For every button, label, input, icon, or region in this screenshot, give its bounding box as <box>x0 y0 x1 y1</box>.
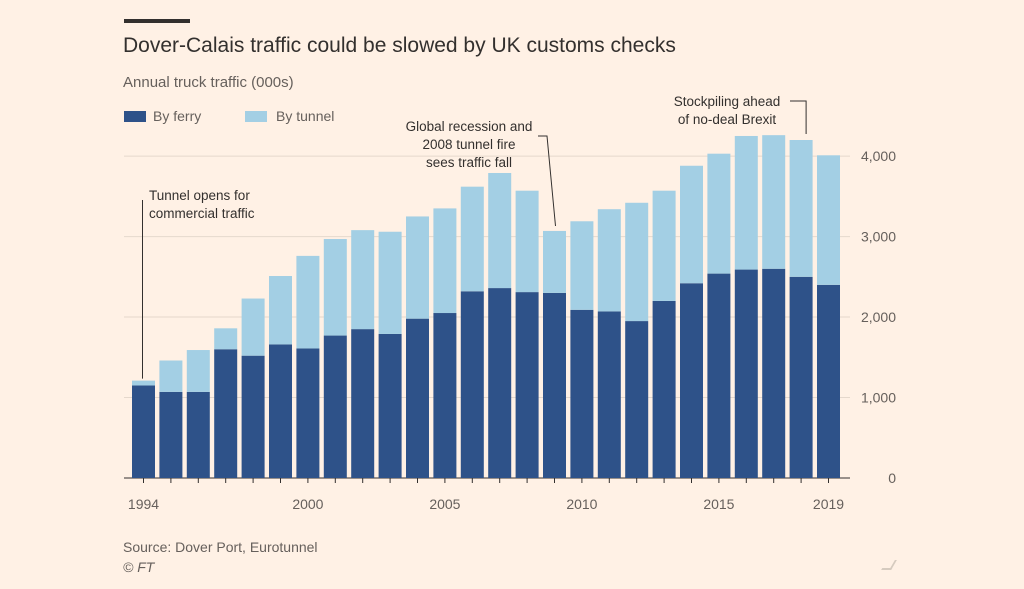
bar-tunnel <box>323 238 347 336</box>
bar-ferry <box>570 309 594 478</box>
bar-tunnel <box>734 135 758 270</box>
bar-tunnel <box>789 140 813 277</box>
source-note: Source: Dover Port, Eurotunnel <box>123 539 318 555</box>
bar-ferry <box>323 335 347 478</box>
bar-ferry <box>734 269 758 478</box>
bar-tunnel <box>543 230 566 293</box>
bar-ferry <box>214 349 238 478</box>
bar-tunnel <box>241 298 265 356</box>
annotation-text: of no-deal Brexit <box>678 112 777 127</box>
bar-ferry <box>625 321 649 478</box>
bar-tunnel <box>186 350 210 392</box>
bar-tunnel <box>515 190 539 293</box>
bar-tunnel <box>214 328 238 350</box>
annotation-text: 2008 tunnel fire <box>422 137 515 152</box>
bar-tunnel <box>378 231 402 334</box>
bar-ferry <box>351 329 375 478</box>
bar-ferry <box>132 385 155 478</box>
bar-tunnel <box>707 153 731 274</box>
bar-ferry <box>707 273 731 478</box>
x-tick-label: 2019 <box>813 496 844 512</box>
x-tick-label: 2010 <box>566 496 597 512</box>
annotation-text: Global recession and <box>406 119 533 134</box>
bar-ferry <box>789 276 813 478</box>
bar-tunnel <box>269 276 292 345</box>
bar-ferry <box>378 333 402 478</box>
annotation-leader-line <box>538 135 556 227</box>
bar-ferry <box>543 292 566 478</box>
annotation-text: sees traffic fall <box>426 155 512 170</box>
annotation-text: Stockpiling ahead <box>674 94 781 109</box>
legend-swatch-ferry <box>124 111 146 122</box>
bar-ferry <box>269 344 292 478</box>
bar-tunnel <box>460 186 484 292</box>
bar-tunnel <box>433 208 457 314</box>
x-tick-label: 2005 <box>429 496 460 512</box>
bar-ferry <box>515 292 539 478</box>
bar-ferry <box>186 391 210 478</box>
bar-tunnel <box>680 165 703 284</box>
x-tick-label: 2015 <box>703 496 734 512</box>
bar-ferry <box>460 291 484 478</box>
bar-tunnel <box>652 190 676 301</box>
legend-swatch-tunnel <box>245 111 267 122</box>
x-tick-label: 1994 <box>128 496 159 512</box>
bar-tunnel <box>817 155 840 285</box>
bar-tunnel <box>625 202 649 322</box>
chart-title: Dover-Calais traffic could be slowed by … <box>123 34 676 57</box>
bar-tunnel <box>570 221 594 310</box>
bar-tunnel <box>132 380 155 386</box>
copyright-credit: © FT <box>123 559 155 575</box>
annotation-text: commercial traffic <box>149 206 255 221</box>
y-tick-label: 1,000 <box>861 390 896 406</box>
chart-subtitle: Annual truck traffic (000s) <box>123 74 294 91</box>
legend-label-tunnel: By tunnel <box>276 108 335 124</box>
bar-tunnel <box>351 230 375 330</box>
bar-ferry <box>680 283 703 478</box>
y-tick-label: 4,000 <box>861 148 896 164</box>
bar-ferry <box>241 355 265 478</box>
bar-ferry <box>597 311 621 478</box>
bar-ferry <box>159 391 183 478</box>
bar-tunnel <box>296 255 320 349</box>
bar-ferry <box>652 300 676 478</box>
bar-ferry <box>488 288 512 478</box>
x-tick-label: 2000 <box>292 496 323 512</box>
bar-ferry <box>296 348 320 478</box>
bar-tunnel <box>597 209 621 312</box>
bar-ferry <box>433 313 457 478</box>
bar-ferry <box>762 268 786 478</box>
annotation-text: Tunnel opens for <box>149 188 250 203</box>
annotation-leader-line <box>790 100 807 134</box>
bar-tunnel <box>762 135 786 269</box>
bar-ferry <box>817 284 840 478</box>
y-tick-label: 2,000 <box>861 309 896 325</box>
bar-tunnel <box>159 360 183 392</box>
bar-tunnel <box>406 216 429 319</box>
y-tick-label: 0 <box>888 470 896 486</box>
bar-tunnel <box>488 172 512 289</box>
y-tick-label: 3,000 <box>861 229 896 245</box>
legend-label-ferry: By ferry <box>153 108 202 124</box>
title-accent-bar <box>124 19 190 23</box>
bar-ferry <box>406 318 429 478</box>
